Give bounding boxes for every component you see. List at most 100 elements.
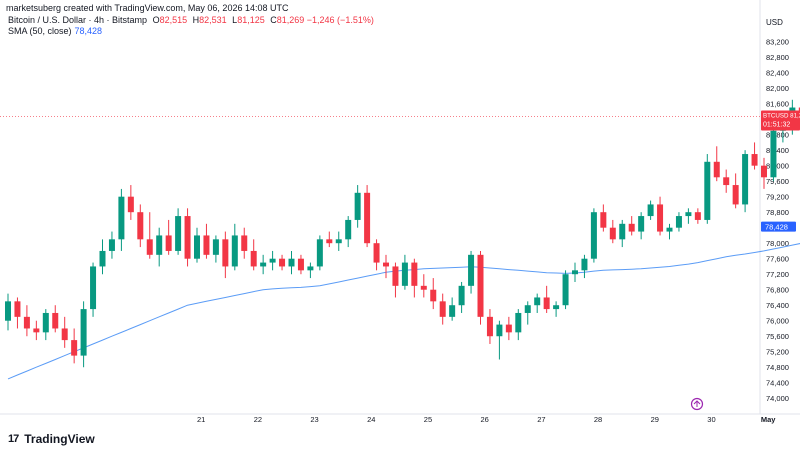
candle-body [609, 227, 616, 240]
candle-body [156, 235, 163, 255]
candle [212, 235, 219, 263]
candle-body [732, 185, 739, 205]
candle [99, 239, 106, 275]
candle [156, 227, 163, 267]
candle [430, 278, 437, 310]
candle [534, 293, 541, 313]
tradingview-footer[interactable]: 17 TradingView [8, 432, 95, 446]
candle [675, 212, 682, 232]
candle [619, 219, 626, 248]
candle [269, 250, 276, 271]
candle-body [486, 316, 493, 337]
time-tick-label: 26 [481, 415, 489, 424]
candle [222, 231, 229, 279]
candle [524, 301, 531, 325]
candle-body [297, 258, 304, 271]
candle [458, 281, 465, 313]
candle [108, 231, 115, 259]
candle-body [307, 266, 314, 271]
sma-badge: 78,428 [761, 221, 796, 232]
candle [704, 154, 711, 224]
candle [335, 231, 342, 251]
price-tick-label: 82,400 [766, 69, 789, 78]
candle [713, 146, 720, 182]
candle [203, 223, 210, 259]
price-tick-label: 82,800 [766, 53, 789, 62]
price-tick-label: 78,000 [766, 239, 789, 248]
candle-body [99, 250, 106, 267]
candle [127, 185, 134, 220]
candle-body [354, 192, 361, 220]
sma-badge-value: 78,428 [765, 223, 788, 232]
candle-body [704, 161, 711, 220]
candle-body [590, 212, 597, 259]
candle [241, 227, 248, 259]
price-tick-label: 78,800 [766, 208, 789, 217]
candle-body [666, 227, 673, 232]
sma-legend-row: SMA (50, close) 78,428 [8, 26, 374, 37]
price-tick-label: 79,600 [766, 177, 789, 186]
candle [685, 208, 692, 224]
price-tick-label: 75,200 [766, 348, 789, 357]
candle-body [165, 235, 172, 251]
candle [770, 126, 777, 182]
candle-body [137, 212, 144, 240]
candle [657, 196, 664, 236]
scroll-to-realtime-icon[interactable] [690, 397, 704, 411]
symbol-title: Bitcoin / U.S. Dollar · 4h · Bitstamp [8, 15, 148, 25]
candle-body [742, 154, 749, 205]
candle [288, 250, 295, 275]
candle-body [619, 223, 626, 240]
candle-body [534, 297, 541, 306]
candle-body [61, 328, 68, 341]
candle [326, 231, 333, 248]
candle-body [118, 196, 125, 240]
candle-body [241, 235, 248, 251]
candle-body [127, 196, 134, 213]
time-tick-label: 22 [254, 415, 262, 424]
candle-body [628, 223, 635, 232]
price-tick-label: 82,000 [766, 84, 789, 93]
close-value: 81,269 [276, 15, 305, 25]
candle [231, 223, 238, 271]
candle-body [723, 177, 730, 186]
last-price-badge: BTCUSD 81,26981,26901:51:32 [761, 110, 800, 131]
candle-body [194, 235, 200, 259]
candle [581, 254, 588, 279]
candle-body [694, 212, 701, 220]
candle-body [90, 266, 97, 310]
candle [761, 157, 767, 189]
candle-body [71, 340, 78, 356]
candle [250, 239, 257, 271]
sma-line [7, 243, 800, 380]
tradingview-logo-icon: 17 [8, 433, 19, 445]
candle [647, 200, 654, 220]
candle-body [543, 297, 550, 310]
candle-body [439, 301, 446, 317]
candle-body [288, 258, 295, 267]
candle-body [420, 285, 427, 290]
price-tick-label: 79,200 [766, 193, 789, 202]
candle-body [80, 309, 87, 356]
candle [279, 254, 286, 271]
candle-body [581, 258, 588, 271]
candle-body [345, 219, 352, 240]
candle [165, 219, 172, 255]
candle-body [260, 262, 267, 267]
candle-body [269, 258, 276, 263]
low-label: L [232, 15, 238, 25]
candle-body [250, 250, 257, 267]
candle [71, 328, 78, 364]
time-tick-label: 29 [651, 415, 659, 424]
candle [373, 239, 380, 271]
time-tick-label: May [761, 415, 776, 424]
badge-symbol: BTCUSD 81,269 [763, 112, 800, 119]
candle-body [108, 239, 115, 251]
candle [420, 274, 427, 298]
candle [401, 254, 408, 290]
time-tick-label: 28 [594, 415, 602, 424]
time-tick-label: 30 [707, 415, 715, 424]
candle-body [42, 312, 49, 333]
candle-body [52, 312, 59, 329]
